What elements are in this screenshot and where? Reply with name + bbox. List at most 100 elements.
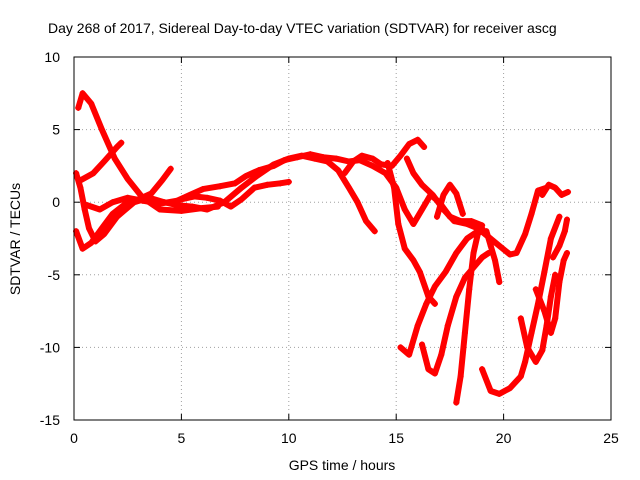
data-point-marker (406, 141, 413, 148)
data-point-marker (532, 286, 539, 293)
data-point-marker (532, 358, 539, 365)
data-point-marker (79, 245, 86, 252)
data-point-marker (98, 126, 105, 133)
data-point-marker (410, 220, 417, 227)
series-trace (397, 228, 503, 358)
data-point-marker (474, 231, 481, 238)
data-point-marker (167, 165, 174, 172)
data-point-marker (109, 210, 116, 217)
data-point-marker (75, 104, 82, 111)
data-point-marker (204, 194, 211, 201)
data-point-marker (431, 283, 438, 290)
data-point-marker (552, 271, 559, 278)
data-point-marker (238, 196, 245, 203)
data-point-marker (541, 308, 548, 315)
data-point-marker (199, 186, 206, 193)
data-point-marker (522, 231, 529, 238)
series-trace (83, 151, 486, 229)
data-point-marker (541, 268, 548, 275)
y-tick-label: 0 (52, 194, 60, 210)
series-track-14 (479, 213, 563, 397)
data-point-marker (384, 159, 391, 166)
data-point-marker (552, 184, 559, 191)
data-point-marker (464, 235, 471, 242)
series-trace (550, 216, 570, 261)
series-trace (419, 250, 492, 377)
data-point-marker (178, 207, 185, 214)
data-point-marker (410, 257, 417, 264)
data-point-marker (457, 373, 464, 380)
data-point-marker (139, 197, 146, 204)
data-point-marker (111, 155, 118, 162)
series-track-4 (77, 139, 125, 184)
data-point-marker (395, 220, 402, 227)
data-point-marker (418, 341, 425, 348)
data-point-marker (148, 190, 155, 197)
data-point-marker (416, 268, 423, 275)
data-point-marker (442, 268, 449, 275)
data-point-marker (461, 274, 468, 281)
data-point-marker (403, 155, 410, 162)
data-point-marker (421, 144, 428, 151)
data-point-marker (522, 358, 529, 365)
data-point-marker (156, 206, 163, 213)
data-point-marker (556, 279, 563, 286)
data-point-marker (363, 218, 370, 225)
data-point-marker (401, 206, 408, 213)
data-point-marker (429, 191, 436, 198)
data-point-marker (397, 344, 404, 351)
data-point-marker (470, 250, 477, 257)
data-point-marker (77, 184, 84, 191)
series-track-12 (453, 225, 486, 406)
data-traces (73, 90, 572, 406)
data-point-marker (113, 144, 120, 151)
data-point-marker (242, 173, 249, 180)
data-point-marker (565, 189, 572, 196)
data-point-marker (77, 177, 84, 184)
data-point-marker (79, 90, 86, 97)
data-point-marker (528, 329, 535, 336)
data-point-marker (113, 213, 120, 220)
y-tick-label: -5 (48, 267, 61, 283)
data-point-marker (453, 293, 460, 300)
data-point-marker (232, 180, 239, 187)
y-tick-label: 5 (52, 122, 60, 138)
series-trace (384, 160, 438, 307)
series-track-10 (397, 228, 503, 358)
data-point-marker (371, 228, 378, 235)
data-point-marker (534, 187, 541, 194)
data-point-marker (410, 170, 417, 177)
data-point-marker (217, 183, 224, 190)
data-point-marker (558, 191, 565, 198)
chart-title: Day 268 of 2017, Sidereal Day-to-day VTE… (48, 20, 557, 36)
data-point-marker (550, 254, 557, 261)
data-point-marker (251, 184, 258, 191)
series-trace (73, 165, 174, 252)
grid-lines (74, 57, 611, 420)
data-point-marker (446, 181, 453, 188)
data-point-marker (277, 180, 284, 187)
data-point-marker (358, 152, 365, 159)
data-point-marker (461, 329, 468, 336)
data-point-marker (563, 216, 570, 223)
data-point-marker (425, 366, 432, 373)
data-point-marker (341, 170, 348, 177)
data-point-marker (124, 194, 131, 201)
data-point-marker (453, 250, 460, 257)
data-point-marker (434, 213, 441, 220)
data-point-marker (378, 161, 385, 168)
data-point-marker (451, 218, 458, 225)
y-axis-label: SDTVAR / TECUs (7, 183, 23, 295)
data-point-marker (281, 157, 288, 164)
data-point-marker (333, 155, 340, 162)
data-point-marker (513, 250, 520, 257)
data-point-marker (118, 139, 125, 146)
data-point-marker (124, 175, 131, 182)
data-point-marker (414, 322, 421, 329)
data-point-marker (401, 245, 408, 252)
data-point-marker (487, 387, 494, 394)
data-point-marker (539, 347, 546, 354)
data-point-marker (238, 184, 245, 191)
data-point-marker (438, 351, 445, 358)
data-point-marker (335, 167, 342, 174)
